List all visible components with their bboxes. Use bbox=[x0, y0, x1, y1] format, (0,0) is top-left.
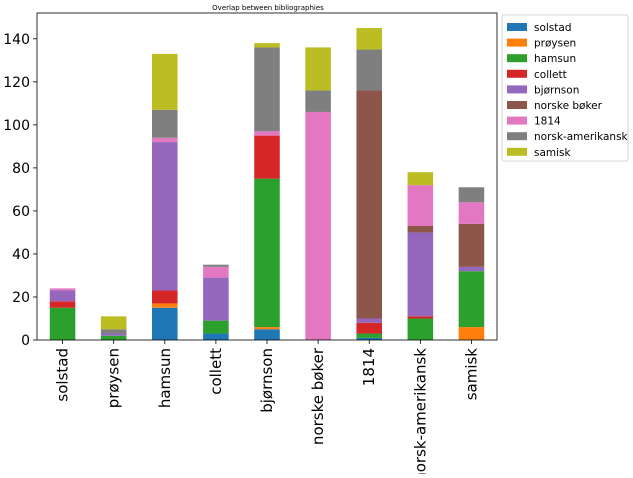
x-axis: solstad prøysen hamsun collett bjørnson norsk… bbox=[54, 340, 480, 478]
bar-prøysen-samisk bbox=[100, 316, 127, 330]
bar-bjørnson-samisk bbox=[254, 43, 280, 48]
bar-1814-bjørnson bbox=[356, 318, 382, 323]
legend-box bbox=[501, 14, 629, 162]
bar-norsk-amerikansk-bjørnson bbox=[407, 232, 434, 317]
bar-collett-bjørnson bbox=[203, 277, 229, 321]
legend-label-hamsun: hamsun bbox=[534, 53, 576, 65]
bar-bjørnson-1814 bbox=[254, 131, 280, 136]
bar-norsk-amerikansk-samisk bbox=[407, 172, 434, 186]
x-tick-label-norske-bøker: norske bøker bbox=[309, 347, 327, 445]
bar-hamsun-collett bbox=[152, 290, 178, 304]
legend-swatch-samisk bbox=[507, 147, 527, 156]
legend-swatch-1814 bbox=[507, 116, 527, 125]
legend-swatch-solstad bbox=[507, 23, 527, 31]
x-tick-label-solstad: solstad bbox=[54, 348, 72, 402]
bar-bjørnson-prøysen bbox=[254, 327, 280, 330]
x-tick-label-norsk-amerikansk: norsk-amerikansk bbox=[411, 348, 429, 474]
x-tick-label-collett: collett bbox=[207, 348, 225, 395]
legend-label-norsk-amerikansk: norsk-amerikansk bbox=[534, 131, 629, 143]
bar-samisk-prøysen bbox=[458, 327, 485, 340]
bar-prøysen-hamsun bbox=[100, 335, 127, 340]
x-tick-label-hamsun: hamsun bbox=[156, 348, 174, 408]
bar-1814-hamsun bbox=[356, 333, 382, 338]
bar-prøysen-bjørnson bbox=[100, 333, 127, 336]
legend-swatch-prøysen bbox=[507, 38, 527, 47]
bar-samisk-hamsun bbox=[458, 271, 485, 328]
chart-title: Overlap between bibliographies bbox=[212, 4, 324, 12]
bar-hamsun-1814 bbox=[152, 137, 178, 143]
y-tick-label-0: 0 bbox=[21, 333, 30, 349]
bar-solstad-hamsun bbox=[49, 307, 76, 340]
y-tick-label-60: 60 bbox=[12, 204, 30, 220]
x-tick-label-1814: 1814 bbox=[360, 348, 378, 386]
legend-label-bjørnson: bjørnson bbox=[534, 84, 579, 96]
legend-swatch-norske-bøker bbox=[507, 101, 527, 109]
bar-bjørnson-collett bbox=[254, 135, 280, 179]
legend-swatch-bjørnson bbox=[507, 85, 527, 94]
legend-label-collett: collett bbox=[534, 69, 567, 81]
bar-norsk-amerikansk-norske-bøker bbox=[407, 225, 434, 233]
x-tick-label-prøysen: prøysen bbox=[105, 348, 123, 408]
x-tick-label-bjørnson: bjørnson bbox=[258, 348, 276, 413]
bar-samisk-norsk-amerikansk bbox=[458, 187, 485, 203]
bar-collett-hamsun bbox=[203, 320, 229, 334]
bar-collett-1814 bbox=[203, 266, 229, 278]
bar-bjørnson-solstad bbox=[254, 329, 280, 340]
legend-label-samisk: samisk bbox=[534, 147, 572, 159]
y-axis: 0 20 40 60 80 100 120 140 bbox=[3, 32, 37, 349]
y-tick-label-20: 20 bbox=[12, 290, 30, 306]
bar-solstad-bjørnson bbox=[49, 290, 76, 302]
bar-collett-norsk-amerikansk bbox=[203, 264, 229, 267]
legend-label-1814: 1814 bbox=[534, 116, 561, 128]
y-tick-label-140: 140 bbox=[3, 32, 30, 48]
plot-frame bbox=[36, 12, 498, 341]
legend: solstad prøysen hamsun collett bjørnson norsk… bbox=[501, 14, 629, 162]
y-tick-label-120: 120 bbox=[3, 75, 30, 91]
y-tick-label-80: 80 bbox=[12, 161, 30, 177]
bar-hamsun-norsk-amerikansk bbox=[152, 109, 178, 138]
legend-swatch-norsk-amerikansk bbox=[507, 132, 527, 141]
legend-swatch-collett bbox=[507, 69, 527, 78]
bar-norsk-amerikansk-1814 bbox=[407, 185, 434, 226]
bar-bjørnson-hamsun bbox=[254, 178, 280, 328]
bar-samisk-bjørnson bbox=[458, 266, 485, 272]
bar-solstad-1814 bbox=[49, 288, 76, 291]
bar-prøysen-norsk-amerikansk bbox=[100, 329, 127, 334]
y-tick-label-40: 40 bbox=[12, 247, 30, 263]
bar-1814-collett bbox=[356, 322, 382, 334]
bar-1814-norsk-amerikansk bbox=[356, 49, 382, 91]
bar-1814-solstad bbox=[356, 337, 382, 340]
bar-hamsun-solstad bbox=[152, 307, 178, 340]
bar-samisk-1814 bbox=[458, 202, 485, 224]
bar-1814-samisk bbox=[356, 28, 382, 50]
legend-label-norske-bøker: norske bøker bbox=[534, 100, 603, 112]
bar-norske-bøker-norsk-amerikansk bbox=[305, 90, 331, 112]
bar-bjørnson-norsk-amerikansk bbox=[254, 47, 280, 132]
legend-label-solstad: solstad bbox=[534, 22, 572, 34]
bar-collett-solstad bbox=[203, 333, 229, 340]
bar-samisk-norske-bøker bbox=[458, 223, 485, 267]
bar-hamsun-samisk bbox=[152, 53, 178, 110]
bar-1814-norske-bøker bbox=[356, 90, 382, 319]
bar-norsk-amerikansk-hamsun bbox=[407, 318, 434, 340]
x-tick-label-samisk: samisk bbox=[462, 348, 480, 401]
bar-norske-bøker-1814 bbox=[305, 111, 331, 341]
bar-solstad-collett bbox=[49, 301, 76, 308]
y-tick-label-100: 100 bbox=[3, 118, 30, 134]
bars-layer bbox=[49, 28, 485, 341]
bar-norske-bøker-samisk bbox=[305, 47, 331, 91]
legend-label-prøysen: prøysen bbox=[534, 38, 576, 50]
legend-swatch-hamsun bbox=[507, 54, 527, 63]
bar-hamsun-prøysen bbox=[152, 303, 178, 308]
bar-norsk-amerikansk-collett bbox=[407, 316, 434, 319]
bar-hamsun-bjørnson bbox=[152, 142, 178, 291]
